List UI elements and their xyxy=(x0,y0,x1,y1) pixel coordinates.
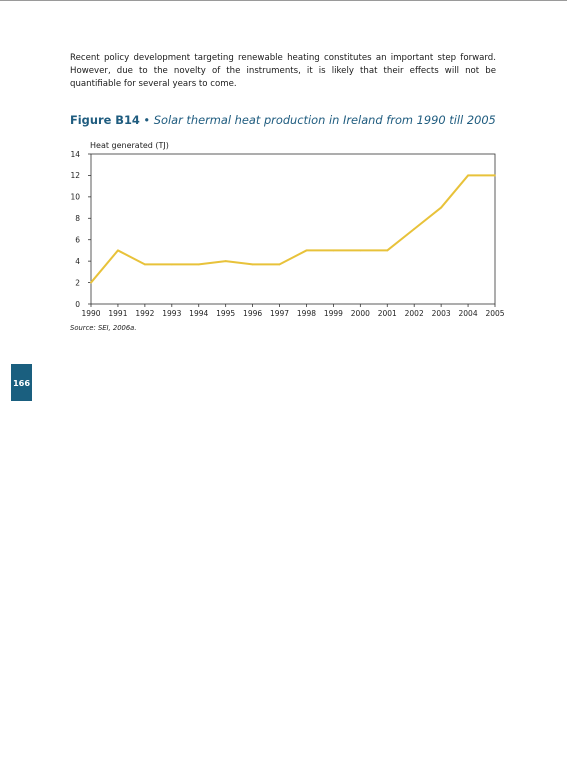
x-tick-label: 1993 xyxy=(162,309,181,318)
top-rule xyxy=(0,0,567,1)
data-point xyxy=(251,263,254,266)
y-tick-label: 10 xyxy=(70,193,80,202)
x-tick-label: 1996 xyxy=(243,309,262,318)
data-point xyxy=(305,249,308,252)
x-tick-label: 2003 xyxy=(432,309,451,318)
figure-separator: • xyxy=(143,113,151,127)
data-point xyxy=(386,249,389,252)
figure-caption: Solar thermal heat production in Ireland… xyxy=(153,113,496,127)
y-tick-label: 6 xyxy=(75,236,80,245)
figure-number: Figure B14 xyxy=(70,113,140,127)
y-tick-label: 2 xyxy=(75,278,80,287)
x-tick-label: 1990 xyxy=(81,309,100,318)
plot-frame xyxy=(90,153,496,305)
y-tick-label: 0 xyxy=(75,300,80,309)
x-tick-label: 1992 xyxy=(135,309,154,318)
data-point xyxy=(117,249,119,252)
data-point xyxy=(359,249,362,252)
data-point xyxy=(143,263,146,266)
y-tick-label: 12 xyxy=(70,171,80,180)
x-tick-label: 2004 xyxy=(459,309,478,318)
x-tick-label: 1999 xyxy=(324,309,343,318)
x-tick-label: 2000 xyxy=(351,309,370,318)
x-tick-label: 1997 xyxy=(270,309,289,318)
figure-title: Figure B14 • Solar thermal heat producti… xyxy=(70,113,530,127)
x-tick-label: 2002 xyxy=(405,309,424,318)
data-point xyxy=(332,249,335,252)
data-point xyxy=(224,260,227,263)
x-tick-label: 1994 xyxy=(189,309,208,318)
series-line xyxy=(90,174,495,284)
data-point xyxy=(413,228,416,230)
data-point xyxy=(440,206,443,209)
y-tick-label: 4 xyxy=(75,257,80,266)
x-tick-label: 2005 xyxy=(485,309,504,318)
body-paragraph: Recent policy development targeting rene… xyxy=(70,53,496,89)
y-axis-label: Heat generated (TJ) xyxy=(90,141,169,150)
x-tick-label: 1998 xyxy=(297,309,316,318)
y-tick-label: 14 xyxy=(70,150,80,159)
page-number-tab: 166 xyxy=(11,364,32,401)
data-point xyxy=(90,281,92,284)
line-chart: Heat generated (TJ) 0 2 4 6 8 10 12 14 1990 1991… xyxy=(70,141,504,318)
data-point xyxy=(494,174,496,177)
data-point xyxy=(278,263,281,266)
data-point xyxy=(197,263,200,266)
page-number: 166 xyxy=(12,377,31,388)
data-point xyxy=(467,174,469,177)
x-tick-label: 1995 xyxy=(216,309,235,318)
figure-source: Source: SEI, 2006a. xyxy=(70,324,137,332)
data-point xyxy=(170,263,173,266)
x-tick-label: 2001 xyxy=(378,309,397,318)
y-tick-label: 8 xyxy=(75,214,80,223)
x-tick-label: 1991 xyxy=(108,309,127,318)
